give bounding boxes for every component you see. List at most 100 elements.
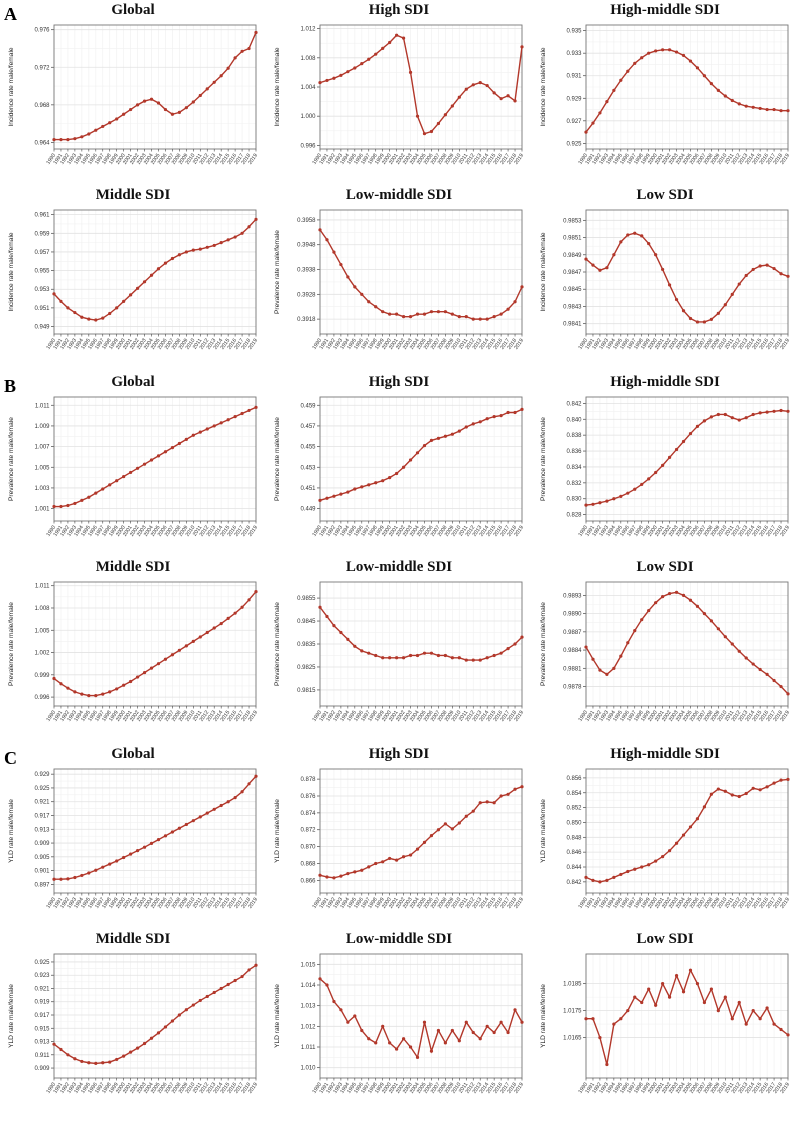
svg-text:0.917: 0.917	[34, 1013, 50, 1019]
svg-text:2006: 2006	[423, 338, 435, 351]
svg-text:2007: 2007	[696, 710, 708, 723]
chart-a-high-sdi: High SDI 1.012 1.008 1.004 1.000 0.996 1990 19…	[266, 2, 532, 187]
svg-text:1995: 1995	[612, 338, 624, 351]
svg-text:1999: 1999	[374, 710, 386, 723]
svg-text:1994: 1994	[73, 153, 85, 166]
svg-text:0.935: 0.935	[566, 29, 582, 35]
svg-text:2013: 2013	[738, 1082, 750, 1095]
svg-text:2015: 2015	[752, 1082, 764, 1095]
chart-c-middle-sdi: Middle SDI 0.925 0.923 0.921 0.919 0.917 0.91…	[0, 931, 266, 1116]
svg-text:1994: 1994	[605, 1082, 617, 1095]
svg-text:2012: 2012	[731, 338, 743, 351]
svg-text:1993: 1993	[598, 338, 610, 351]
svg-text:1.0175: 1.0175	[563, 1009, 582, 1015]
svg-text:1995: 1995	[612, 525, 624, 538]
svg-text:2017: 2017	[766, 338, 778, 351]
svg-text:2019: 2019	[247, 710, 259, 723]
chart-b-high-sdi: High SDI 0.459 0.457 0.455 0.453 0.451 0.449 1…	[266, 374, 532, 559]
svg-text:Prevalence rate male/female: Prevalence rate male/female	[540, 602, 547, 686]
svg-text:1991: 1991	[52, 153, 64, 166]
svg-text:2000: 2000	[381, 525, 393, 538]
svg-text:2004: 2004	[143, 153, 155, 166]
svg-text:1991: 1991	[318, 1082, 330, 1095]
svg-text:2003: 2003	[402, 338, 414, 351]
svg-text:2006: 2006	[423, 153, 435, 166]
svg-text:1992: 1992	[59, 153, 71, 166]
svg-text:Incidence rate male/female: Incidence rate male/female	[274, 47, 281, 126]
svg-text:2012: 2012	[465, 525, 477, 538]
svg-text:2013: 2013	[738, 897, 750, 910]
svg-text:2014: 2014	[479, 1082, 491, 1095]
svg-text:0.866: 0.866	[300, 878, 316, 884]
svg-text:2002: 2002	[395, 710, 407, 723]
svg-text:2011: 2011	[724, 710, 735, 723]
svg-text:YLD rate male/female: YLD rate male/female	[8, 984, 15, 1048]
svg-text:2012: 2012	[199, 897, 211, 910]
svg-text:1999: 1999	[108, 525, 120, 538]
chart-title: Low-middle SDI	[345, 187, 453, 203]
line-chart: 1.0151.0141.0131.0121.0111.0101990199119…	[274, 953, 525, 1095]
svg-text:0.909: 0.909	[34, 841, 50, 847]
svg-text:2019: 2019	[779, 1082, 791, 1095]
svg-text:1994: 1994	[73, 525, 85, 538]
svg-text:1996: 1996	[619, 710, 631, 723]
svg-text:1998: 1998	[633, 1082, 645, 1095]
svg-text:1997: 1997	[360, 525, 372, 538]
svg-text:2006: 2006	[689, 525, 701, 538]
svg-text:2007: 2007	[430, 1082, 442, 1095]
svg-text:2005: 2005	[416, 1082, 428, 1095]
svg-text:2013: 2013	[472, 710, 484, 723]
svg-text:1998: 1998	[101, 897, 113, 910]
svg-text:2001: 2001	[122, 153, 134, 166]
svg-text:2002: 2002	[395, 897, 407, 910]
svg-text:2019: 2019	[513, 1082, 525, 1095]
svg-text:0.878: 0.878	[300, 777, 316, 783]
svg-text:2012: 2012	[199, 153, 211, 166]
svg-text:1990: 1990	[311, 897, 323, 910]
svg-text:1.010: 1.010	[300, 1066, 316, 1072]
svg-text:1993: 1993	[66, 525, 78, 538]
svg-text:2001: 2001	[654, 153, 666, 166]
svg-text:1993: 1993	[598, 897, 610, 910]
chart-title: Low SDI	[636, 931, 694, 947]
svg-text:1997: 1997	[626, 1082, 638, 1095]
svg-text:1996: 1996	[353, 153, 365, 166]
svg-text:0.976: 0.976	[34, 28, 50, 34]
svg-text:2015: 2015	[752, 897, 764, 910]
svg-text:1.005: 1.005	[34, 628, 50, 634]
svg-text:0.9845: 0.9845	[297, 619, 316, 625]
panel-b: B Global 1.011 1.009 1.007 1.005 1.003 1.001 1…	[0, 372, 799, 744]
svg-text:1993: 1993	[598, 153, 610, 166]
svg-text:2008: 2008	[171, 525, 183, 538]
svg-text:2010: 2010	[717, 1082, 729, 1095]
svg-text:2009: 2009	[178, 1082, 190, 1095]
svg-text:1997: 1997	[94, 897, 106, 910]
svg-text:2015: 2015	[220, 338, 232, 351]
svg-text:2014: 2014	[213, 525, 225, 538]
svg-text:2015: 2015	[752, 338, 764, 351]
svg-text:2012: 2012	[731, 1082, 743, 1095]
svg-text:0.449: 0.449	[300, 507, 316, 513]
svg-text:1992: 1992	[59, 1082, 71, 1095]
svg-text:0.872: 0.872	[300, 828, 316, 834]
svg-text:1993: 1993	[332, 710, 344, 723]
svg-text:1997: 1997	[94, 338, 106, 351]
svg-text:1995: 1995	[346, 1082, 358, 1095]
svg-text:YLD rate male/female: YLD rate male/female	[540, 984, 547, 1048]
chart-c-high-sdi: High SDI 0.878 0.876 0.874 0.872 0.870 0.868 0…	[266, 746, 532, 931]
svg-text:0.953: 0.953	[34, 287, 50, 293]
svg-text:1995: 1995	[346, 338, 358, 351]
svg-text:0.830: 0.830	[566, 497, 582, 503]
svg-text:2002: 2002	[129, 153, 141, 166]
svg-text:1.000: 1.000	[300, 114, 316, 120]
chart-title: Middle SDI	[95, 187, 171, 203]
svg-text:2006: 2006	[689, 153, 701, 166]
svg-text:1992: 1992	[59, 338, 71, 351]
svg-text:0.949: 0.949	[34, 325, 50, 331]
svg-text:1999: 1999	[374, 897, 386, 910]
svg-text:1990: 1990	[577, 710, 589, 723]
line-chart: 0.976 0.972 0.968 0.964 19901991199219931994…	[8, 24, 259, 166]
svg-text:2003: 2003	[402, 153, 414, 166]
svg-text:1999: 1999	[374, 525, 386, 538]
svg-text:1990: 1990	[577, 1082, 589, 1095]
